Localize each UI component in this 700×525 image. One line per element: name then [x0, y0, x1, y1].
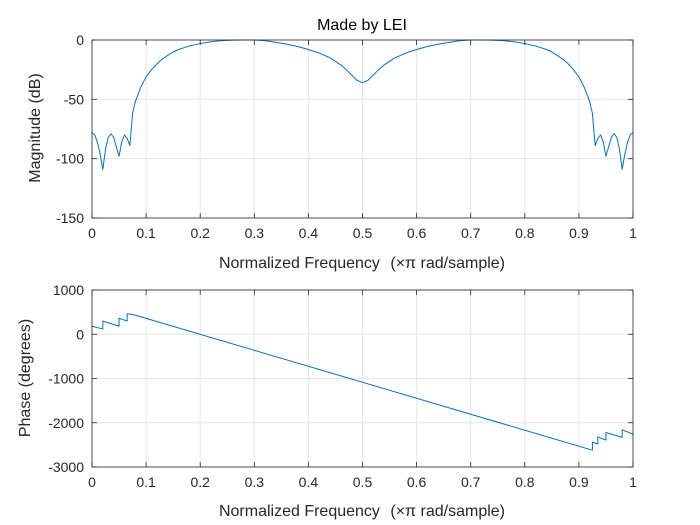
magnitude-series-line	[91, 39, 634, 170]
phase-x-axis-label: Normalized Frequency (×π rad/sample)	[219, 503, 505, 520]
phase-x-tick-label: 0.4	[299, 474, 319, 490]
magnitude-x-tick-label: 0.3	[245, 225, 265, 241]
magnitude-x-axis-label-unit: (×π rad/sample)	[390, 255, 505, 272]
magnitude-plot-title: Made by LEI	[317, 17, 407, 34]
phase-y-axis-label: Phase (degrees)	[17, 319, 34, 437]
phase-y-tick-label: -2000	[48, 415, 84, 431]
magnitude-y-tick-label: -150	[56, 210, 84, 226]
phase-x-tick-label: 0.7	[461, 474, 481, 490]
magnitude-y-tick-label: -100	[56, 151, 84, 167]
magnitude-y-axis-label: Magnitude (dB)	[27, 73, 44, 182]
magnitude-x-tick-label: 0.2	[190, 225, 210, 241]
magnitude-x-tick-label: 0	[88, 225, 96, 241]
magnitude-x-tick-label: 1	[629, 225, 637, 241]
magnitude-x-tick-label: 0.9	[569, 225, 589, 241]
phase-y-tick-label: -1000	[48, 371, 84, 387]
magnitude-x-tick-label: 0.5	[353, 225, 373, 241]
phase-x-tick-label: 0.1	[136, 474, 156, 490]
magnitude-y-tick-label: 0	[76, 32, 84, 48]
phase-x-axis-label-unit: (×π rad/sample)	[390, 503, 505, 520]
magnitude-x-axis-label-main: Normalized Frequency	[219, 255, 380, 272]
phase-x-tick-label: 1	[629, 474, 637, 490]
phase-y-tick-label: 0	[76, 326, 84, 342]
magnitude-x-axis-label: Normalized Frequency (×π rad/sample)	[219, 255, 505, 272]
phase-x-tick-label: 0.9	[569, 474, 589, 490]
phase-x-tick-label: 0.3	[245, 474, 265, 490]
magnitude-x-tick-label: 0.8	[515, 225, 535, 241]
phase-y-tick-label: 1000	[53, 282, 84, 298]
phase-x-tick-label: 0.5	[353, 474, 373, 490]
phase-x-tick-label: 0.6	[407, 474, 427, 490]
magnitude-y-tick-label: -50	[64, 91, 84, 107]
magnitude-plot: Made by LEI Magnitude (dB) Normalized Fr…	[27, 17, 637, 272]
magnitude-x-tick-label: 0.1	[136, 225, 156, 241]
magnitude-x-tick-label: 0.7	[461, 225, 481, 241]
magnitude-x-tick-label: 0.4	[299, 225, 319, 241]
phase-x-axis-label-main: Normalized Frequency	[219, 503, 380, 520]
phase-x-tick-label: 0.2	[190, 474, 210, 490]
magnitude-x-tick-label: 0.6	[407, 225, 427, 241]
phase-y-tick-label: -3000	[48, 459, 84, 475]
phase-plot: Phase (degrees) Normalized Frequency (×π…	[17, 282, 637, 520]
phase-x-tick-label: 0	[88, 474, 96, 490]
phase-x-tick-label: 0.8	[515, 474, 535, 490]
phase-series-line	[91, 313, 634, 451]
